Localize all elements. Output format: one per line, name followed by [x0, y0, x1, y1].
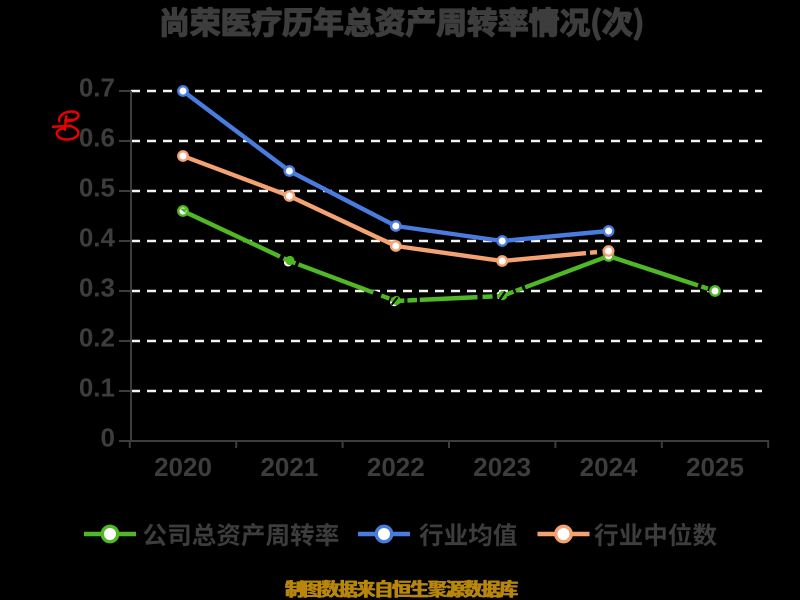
svg-text:0.4: 0.4	[79, 223, 116, 253]
svg-text:0.6: 0.6	[79, 123, 115, 153]
svg-text:2025: 2025	[686, 452, 744, 482]
svg-text:2020: 2020	[154, 452, 212, 482]
svg-text:0.2: 0.2	[79, 323, 115, 353]
svg-text:0.7: 0.7	[79, 73, 115, 103]
svg-text:0.5: 0.5	[79, 173, 115, 203]
svg-text:2023: 2023	[473, 452, 531, 482]
svg-text:0: 0	[101, 423, 115, 453]
svg-text:2024: 2024	[580, 452, 638, 482]
svg-text:2021: 2021	[260, 452, 318, 482]
svg-text:0.1: 0.1	[79, 373, 115, 403]
svg-text:0.3: 0.3	[79, 273, 115, 303]
svg-text:2022: 2022	[367, 452, 425, 482]
